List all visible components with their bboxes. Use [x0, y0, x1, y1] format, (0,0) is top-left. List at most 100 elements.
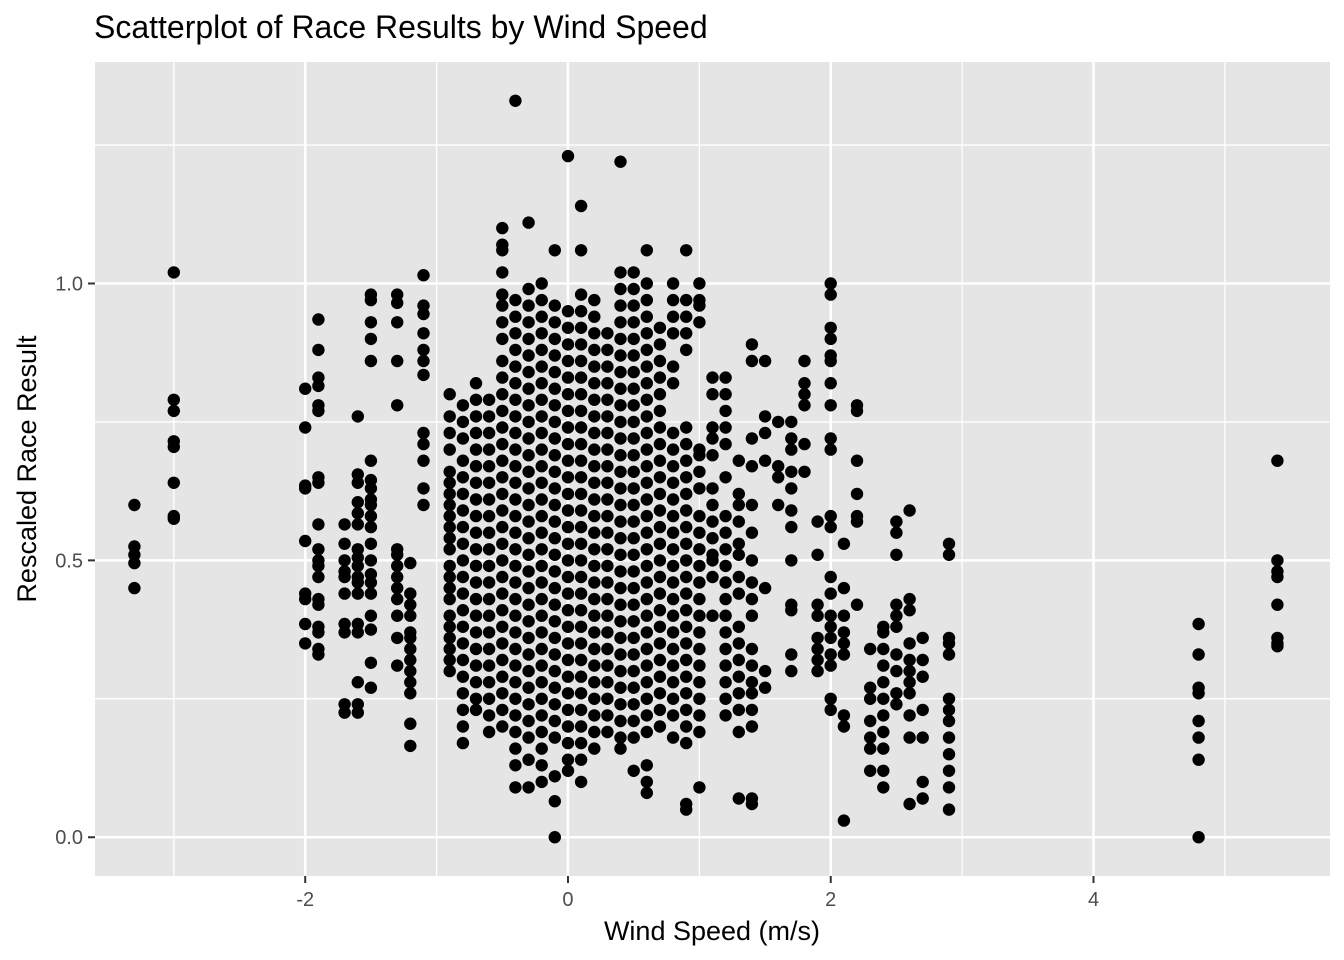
data-point [509, 659, 522, 672]
data-point [496, 354, 509, 368]
data-point [548, 770, 561, 783]
data-point [680, 327, 693, 340]
data-point [745, 687, 759, 700]
data-point [469, 626, 483, 639]
data-point [509, 509, 522, 523]
data-point [837, 581, 851, 595]
data-point [824, 587, 837, 600]
data-point [509, 676, 522, 689]
data-point [561, 570, 575, 584]
data-point [640, 277, 653, 290]
data-point [837, 648, 851, 661]
data-point [548, 532, 561, 545]
data-point [496, 487, 509, 501]
data-point [574, 454, 588, 467]
data-point [364, 498, 378, 512]
data-point [601, 725, 614, 739]
data-point [1271, 640, 1284, 653]
data-point [811, 653, 824, 667]
data-point [522, 216, 535, 229]
data-point [404, 598, 417, 611]
data-point [640, 476, 653, 489]
data-point [680, 454, 693, 467]
data-point [456, 537, 470, 550]
data-point [864, 681, 877, 694]
data-point [693, 642, 706, 656]
data-point [785, 482, 798, 495]
data-point [680, 587, 693, 600]
data-point [653, 421, 667, 434]
data-point [601, 543, 614, 556]
data-point [824, 509, 837, 523]
data-point [443, 443, 456, 456]
data-point [942, 731, 956, 744]
data-point [535, 443, 548, 456]
data-point [785, 465, 798, 478]
data-point [614, 731, 627, 744]
data-point [903, 664, 916, 678]
data-point [627, 465, 640, 478]
data-point [167, 440, 180, 454]
data-point [522, 465, 535, 478]
data-point [719, 437, 732, 451]
data-point [588, 460, 601, 473]
data-point [443, 465, 456, 478]
data-point [509, 343, 522, 357]
data-point [719, 471, 732, 484]
data-point [351, 576, 364, 589]
data-point [614, 482, 627, 495]
data-point [653, 720, 667, 733]
data-point [496, 570, 509, 584]
data-point [535, 642, 548, 656]
data-point [338, 706, 351, 719]
data-point [574, 421, 588, 434]
data-point [693, 543, 706, 556]
data-point [732, 515, 745, 528]
data-point [561, 471, 575, 484]
data-point [706, 449, 719, 462]
data-point [312, 543, 325, 556]
data-point [732, 487, 745, 501]
data-point [877, 659, 890, 672]
data-point [680, 670, 693, 683]
data-point [706, 371, 719, 384]
data-point [391, 592, 404, 606]
data-point [364, 354, 378, 368]
data-point [588, 443, 601, 456]
data-point [417, 307, 430, 321]
data-point [535, 692, 548, 705]
data-point [456, 604, 470, 617]
data-point [719, 526, 732, 539]
data-point [417, 454, 430, 467]
data-point [693, 316, 706, 329]
data-point [890, 515, 903, 528]
data-point [601, 493, 614, 506]
data-point [509, 709, 522, 722]
data-point [496, 316, 509, 329]
data-point [588, 476, 601, 489]
data-point [916, 792, 929, 805]
data-point [561, 520, 575, 534]
data-point [666, 293, 680, 307]
data-point [653, 537, 667, 550]
data-point [666, 559, 680, 573]
data-point [574, 687, 588, 700]
data-point [627, 532, 640, 545]
data-point [535, 509, 548, 523]
data-point [548, 415, 561, 429]
data-point [469, 460, 483, 473]
data-point [548, 731, 561, 744]
data-point [588, 509, 601, 523]
data-point [391, 659, 404, 672]
data-point [1192, 714, 1205, 728]
data-point [850, 454, 864, 467]
data-point [561, 305, 575, 318]
data-point [719, 592, 732, 606]
data-point [509, 781, 522, 794]
data-point [811, 664, 824, 678]
data-point [522, 399, 535, 412]
data-point [496, 653, 509, 667]
data-point [627, 415, 640, 429]
data-point [469, 509, 483, 523]
data-point [877, 676, 890, 689]
